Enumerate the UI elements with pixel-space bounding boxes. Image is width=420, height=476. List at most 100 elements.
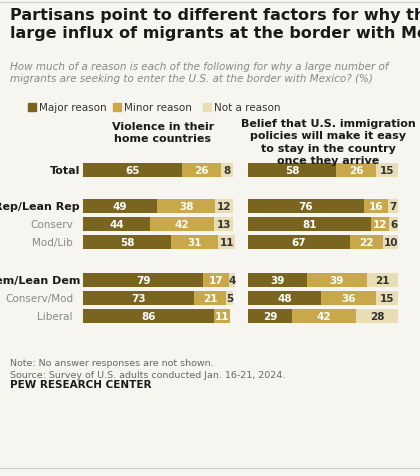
Text: 39: 39	[270, 276, 285, 286]
Bar	[113, 104, 121, 112]
Bar	[182, 164, 221, 178]
Text: 58: 58	[120, 238, 134, 248]
Text: Major reason: Major reason	[39, 103, 107, 113]
Bar	[203, 273, 229, 288]
Text: 12: 12	[373, 219, 388, 229]
Bar	[248, 164, 336, 178]
Bar	[388, 199, 399, 214]
Bar	[171, 236, 218, 249]
Bar	[83, 291, 194, 306]
Text: 10: 10	[383, 238, 398, 248]
Bar	[215, 199, 234, 214]
Bar	[158, 199, 215, 214]
Text: 11: 11	[219, 238, 234, 248]
Text: Conserv: Conserv	[30, 219, 73, 229]
Text: 8: 8	[224, 166, 231, 176]
Bar	[292, 309, 356, 323]
Bar	[28, 104, 36, 112]
Bar	[150, 218, 214, 231]
Bar	[83, 164, 182, 178]
Text: 42: 42	[317, 311, 331, 321]
Bar	[194, 291, 226, 306]
Text: 49: 49	[113, 201, 128, 211]
Text: 31: 31	[187, 238, 202, 248]
Text: 79: 79	[136, 276, 150, 286]
Text: Note: No answer responses are not shown.
Source: Survey of U.S. adults conducted: Note: No answer responses are not shown.…	[10, 358, 285, 379]
Text: 86: 86	[141, 311, 156, 321]
Text: 44: 44	[109, 219, 124, 229]
Text: Dem/Lean Dem: Dem/Lean Dem	[0, 276, 80, 286]
Text: Belief that U.S. immigration
policies will make it easy
to stay in the country
o: Belief that U.S. immigration policies wi…	[241, 119, 415, 166]
Text: 22: 22	[360, 238, 374, 248]
Text: Violence in their
home countries: Violence in their home countries	[112, 122, 214, 144]
Text: 17: 17	[209, 276, 223, 286]
Text: 76: 76	[299, 201, 313, 211]
Text: 81: 81	[302, 219, 317, 229]
Text: 36: 36	[341, 293, 356, 303]
Bar	[350, 236, 383, 249]
Bar	[248, 291, 321, 306]
Bar	[248, 309, 292, 323]
Bar	[218, 236, 235, 249]
Text: 67: 67	[291, 238, 306, 248]
Text: How much of a reason is each of the following for why a large number of
migrants: How much of a reason is each of the foll…	[10, 62, 388, 84]
Text: Total: Total	[50, 166, 80, 176]
Bar	[248, 218, 371, 231]
Text: 21: 21	[203, 293, 217, 303]
Text: Minor reason: Minor reason	[124, 103, 192, 113]
Bar	[356, 309, 399, 323]
Bar	[83, 273, 203, 288]
Bar	[83, 218, 150, 231]
Bar	[214, 309, 231, 323]
Bar	[203, 104, 211, 112]
Text: Not a reason: Not a reason	[214, 103, 281, 113]
Text: 29: 29	[263, 311, 277, 321]
Bar	[364, 199, 388, 214]
Bar	[375, 164, 399, 178]
Text: 65: 65	[125, 166, 139, 176]
Text: 21: 21	[375, 276, 390, 286]
Bar	[214, 218, 234, 231]
Bar	[375, 291, 399, 306]
Bar	[307, 273, 367, 288]
Bar	[248, 273, 307, 288]
Bar	[321, 291, 375, 306]
Bar	[229, 273, 235, 288]
Bar	[248, 236, 350, 249]
Text: 48: 48	[277, 293, 292, 303]
Text: Liberal: Liberal	[37, 311, 73, 321]
Text: 26: 26	[194, 166, 209, 176]
Text: 42: 42	[174, 219, 189, 229]
Text: 13: 13	[216, 219, 231, 229]
Text: Partisans point to different factors for why there is a
large influx of migrants: Partisans point to different factors for…	[10, 8, 420, 41]
Bar	[248, 199, 364, 214]
Text: 73: 73	[131, 293, 146, 303]
Text: 7: 7	[389, 201, 397, 211]
Text: 26: 26	[349, 166, 363, 176]
Text: 4: 4	[228, 276, 236, 286]
Text: Conserv/Mod: Conserv/Mod	[5, 293, 73, 303]
Text: 6: 6	[390, 219, 398, 229]
Text: 15: 15	[380, 166, 394, 176]
Text: 58: 58	[285, 166, 299, 176]
Bar	[83, 309, 214, 323]
Text: PEW RESEARCH CENTER: PEW RESEARCH CENTER	[10, 379, 152, 389]
Text: Mod/Lib: Mod/Lib	[32, 238, 73, 248]
Text: 15: 15	[380, 293, 394, 303]
Bar	[367, 273, 399, 288]
Text: Rep/Lean Rep: Rep/Lean Rep	[0, 201, 80, 211]
Bar	[83, 199, 158, 214]
Text: 11: 11	[215, 311, 229, 321]
Bar	[226, 291, 234, 306]
Bar	[221, 164, 234, 178]
Text: 12: 12	[217, 201, 231, 211]
Text: 16: 16	[368, 201, 383, 211]
Bar	[371, 218, 389, 231]
Bar	[389, 218, 399, 231]
Text: 39: 39	[330, 276, 344, 286]
Bar	[336, 164, 375, 178]
Text: 28: 28	[370, 311, 384, 321]
Text: 5: 5	[226, 293, 233, 303]
Bar	[383, 236, 399, 249]
Text: 38: 38	[179, 201, 194, 211]
